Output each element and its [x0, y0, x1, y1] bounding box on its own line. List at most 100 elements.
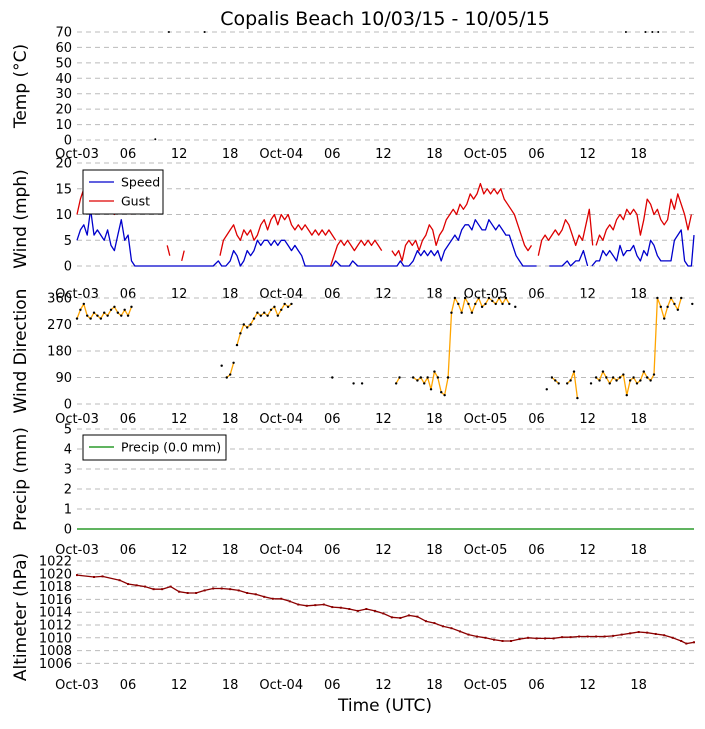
direction-point [460, 311, 463, 314]
precip-x-tick-label: Oct-04 [259, 543, 303, 558]
altimeter-point [212, 587, 215, 590]
direction-point [411, 376, 415, 379]
altimeter-point [620, 633, 623, 636]
altimeter-point [152, 588, 155, 591]
altimeter-point [569, 636, 572, 639]
wind-x-tick-label: 18 [630, 287, 647, 302]
altimeter-y-tick-label: 1018 [39, 580, 72, 595]
wind-y-tick-label: 0 [64, 260, 72, 275]
precip-x-tick-label: 18 [426, 543, 443, 558]
wind-legend-label: Speed [121, 175, 160, 190]
wind-x-tick-label: 12 [579, 287, 596, 302]
direction-point [663, 317, 666, 320]
altimeter-point [271, 597, 274, 600]
direction-point [286, 305, 290, 309]
direction-point [86, 314, 89, 317]
altimeter-point [118, 579, 121, 582]
altimeter-series-altimeter [76, 574, 695, 645]
direction-point [645, 376, 649, 379]
altimeter-x-tick-label: 12 [171, 678, 188, 693]
wind-x-tick-label: Oct-04 [259, 287, 303, 302]
direction-point [436, 376, 440, 379]
altimeter-y-tick-label: 1014 [39, 606, 72, 621]
altimeter-point [424, 620, 427, 623]
altimeter-point [382, 612, 385, 615]
direction-point [228, 373, 232, 376]
wind-series-line [549, 249, 589, 267]
direction-point [433, 370, 436, 373]
altimeter-x-tick-label: 18 [222, 678, 239, 693]
wind-y-tick-label: 20 [55, 157, 72, 172]
direction-point [109, 308, 113, 311]
altimeter-x-tick-label: 06 [324, 678, 341, 693]
direction-y-tick-label: 270 [47, 318, 72, 333]
temp-y-tick-label: 10 [55, 118, 72, 133]
direction-point [463, 296, 467, 300]
altimeter-point [263, 595, 266, 598]
temp-x-tick-label: 12 [579, 147, 596, 162]
direction-y-tick-label: 180 [47, 345, 72, 360]
direction-point [120, 314, 123, 317]
altimeter-point [646, 631, 649, 634]
altimeter-point [654, 632, 657, 635]
precip-x-tick-label: 06 [120, 543, 137, 558]
wind-legend-label: Gust [121, 194, 150, 209]
altimeter-point [135, 584, 138, 587]
direction-point [497, 296, 501, 300]
altimeter-y-tick-label: 1008 [39, 644, 72, 659]
altimeter-point [518, 638, 521, 641]
wind-series-line [591, 229, 695, 267]
precip-y-axis-label: Precip (mm) [11, 427, 31, 531]
direction-point [639, 379, 642, 382]
temp-point [167, 31, 170, 33]
altimeter-point [254, 593, 257, 596]
altimeter-point [331, 606, 334, 609]
temp-x-tick-label: 18 [426, 147, 443, 162]
direction-point [625, 393, 628, 397]
altimeter-y-tick-label: 1020 [39, 567, 72, 582]
altimeter-point [450, 627, 453, 630]
direction-point [467, 302, 470, 306]
direction-point [99, 317, 103, 320]
direction-point [550, 376, 554, 379]
altimeter-y-tick-label: 1006 [39, 657, 72, 672]
precip-x-tick-label: 06 [324, 543, 341, 558]
direction-point [474, 302, 477, 306]
direction-point [266, 314, 269, 317]
altimeter-point [220, 587, 223, 590]
altimeter-point [144, 585, 147, 588]
direction-x-tick-label: Oct-03 [55, 412, 99, 427]
direction-point [249, 323, 252, 326]
precip-x-tick-label: Oct-03 [55, 543, 99, 558]
temp-x-tick-label: 18 [630, 147, 647, 162]
direction-point [594, 376, 598, 379]
temp-point [644, 31, 647, 33]
direction-point [450, 311, 453, 314]
wind-x-tick-label: 12 [171, 287, 188, 302]
direction-point [290, 302, 293, 306]
direction-point [269, 308, 273, 311]
altimeter-point [76, 574, 78, 577]
direction-point [89, 317, 92, 320]
direction-point [113, 305, 116, 309]
direction-point [453, 296, 457, 300]
wind-x-tick-label: 12 [375, 287, 392, 302]
temp-y-axis-label: Temp (°C) [11, 44, 31, 129]
altimeter-point [161, 588, 164, 591]
altimeter-x-tick-label: 12 [579, 678, 596, 693]
altimeter-point [237, 589, 240, 592]
direction-point [569, 379, 572, 382]
wind-series-line [391, 182, 533, 262]
altimeter-point [552, 637, 555, 640]
altimeter-point [475, 635, 478, 638]
altimeter-point [603, 635, 606, 638]
temp-x-tick-label: 12 [375, 147, 392, 162]
direction-point [242, 323, 246, 326]
direction-point [598, 379, 601, 382]
direction-point [554, 379, 557, 382]
wind-x-tick-label: 18 [426, 287, 443, 302]
direction-x-tick-label: Oct-04 [259, 412, 303, 427]
direction-point [480, 305, 484, 309]
